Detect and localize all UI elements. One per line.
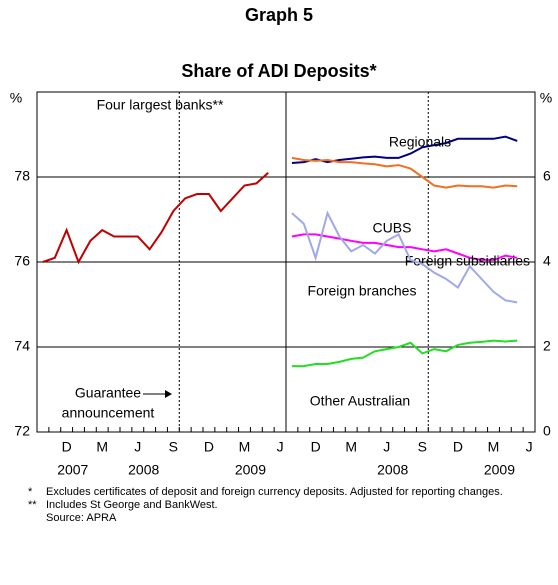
footnote: ** Includes St George and BankWest. xyxy=(28,499,548,512)
x-tick-label: D xyxy=(311,439,321,455)
year-label: 2009 xyxy=(235,462,266,478)
x-tick-label: J xyxy=(526,439,533,455)
y-tick-label: 0 xyxy=(543,423,551,439)
year-label: 2007 xyxy=(57,462,88,478)
footnote: * Excludes certificates of deposit and fo… xyxy=(28,486,548,499)
y-tick-label: 74 xyxy=(14,338,30,354)
footnote-marker xyxy=(28,512,46,525)
series-label: Foreign subsidiaries xyxy=(405,253,530,269)
x-tick-label: J xyxy=(277,439,284,455)
y-unit: % xyxy=(540,90,552,106)
chart: Graph 5 Share of ADI Deposits* 72 74 76 78%… xyxy=(10,5,552,478)
plot-frame xyxy=(285,91,536,433)
y-tick-label: 76 xyxy=(14,253,30,269)
x-tick-label: M xyxy=(96,439,108,455)
y-tick-label: 2 xyxy=(543,338,551,354)
chart-title: Graph 5 xyxy=(245,5,313,25)
y-tick-label: 78 xyxy=(14,168,30,184)
event-arrowhead xyxy=(165,390,172,398)
series-label: Other Australian xyxy=(310,393,410,409)
footnote-text: Includes St George and BankWest. xyxy=(46,499,218,511)
series-line xyxy=(291,135,518,164)
year-label: 2008 xyxy=(128,462,159,478)
x-tick-label: M xyxy=(345,439,357,455)
y-tick-label: 6 xyxy=(543,168,551,184)
year-label: 2008 xyxy=(377,462,408,478)
x-tick-label: S xyxy=(418,439,427,455)
event-label: announcement xyxy=(62,405,155,421)
footnote-text: Source: APRA xyxy=(46,512,117,524)
x-tick-label: D xyxy=(204,439,214,455)
event-label: Guarantee xyxy=(75,385,141,401)
x-tick-label: D xyxy=(62,439,72,455)
x-tick-label: D xyxy=(453,439,463,455)
x-tick-label: J xyxy=(134,439,141,455)
footnote-marker: * xyxy=(28,486,33,498)
series-line xyxy=(291,156,518,189)
footnote-marker: ** xyxy=(28,499,37,511)
series-line xyxy=(42,172,269,265)
x-tick-label: S xyxy=(169,439,178,455)
annotation: Four largest banks** xyxy=(97,97,224,113)
year-label: 2009 xyxy=(484,462,515,478)
x-tick-label: M xyxy=(239,439,251,455)
x-tick-label: M xyxy=(488,439,500,455)
series-label: Regionals xyxy=(389,134,451,150)
series-label: Foreign branches xyxy=(308,283,417,299)
series-line xyxy=(291,210,518,304)
x-tick-label: J xyxy=(383,439,390,455)
footnote: Source: APRA xyxy=(28,512,548,525)
series-line xyxy=(291,339,518,368)
y-unit: % xyxy=(10,90,22,106)
y-tick-label: 4 xyxy=(543,253,551,269)
footnote-text: Excludes certificates of deposit and for… xyxy=(46,486,503,498)
chart-subtitle: Share of ADI Deposits* xyxy=(181,61,376,81)
footnotes: * Excludes certificates of deposit and fo… xyxy=(28,486,548,525)
series-label: CUBS xyxy=(373,220,412,236)
y-tick-label: 72 xyxy=(14,423,30,439)
